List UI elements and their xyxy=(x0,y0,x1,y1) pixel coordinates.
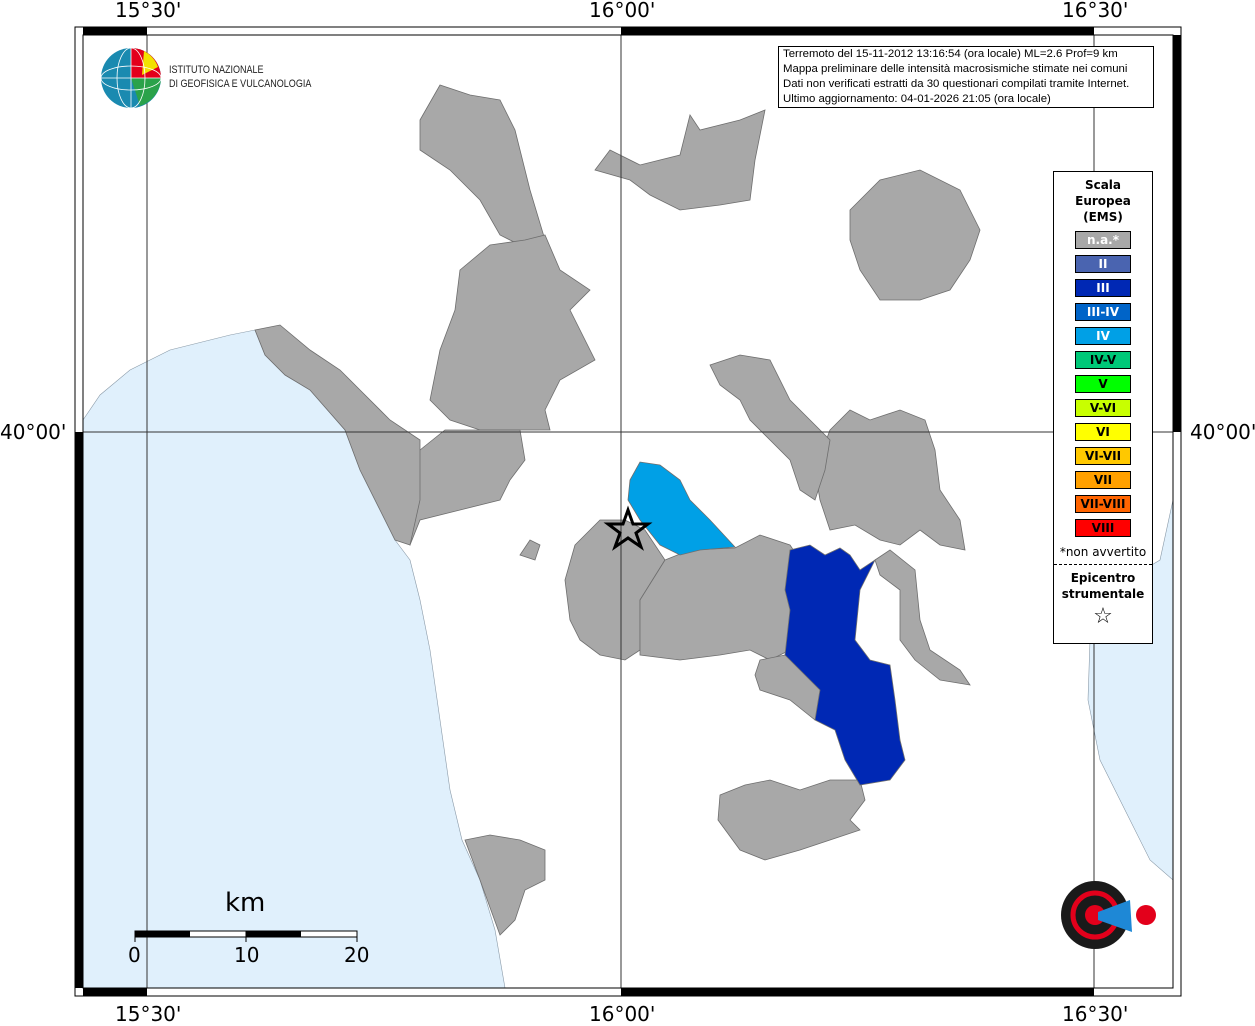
lon-label-bottom: 16°00' xyxy=(589,1002,656,1026)
lon-label-bottom: 15°30' xyxy=(115,1002,182,1026)
legend-swatch-vi: VI xyxy=(1075,423,1131,441)
legend-title-line: Europea xyxy=(1075,194,1131,208)
epicentre-star-icon xyxy=(603,505,653,551)
event-info-line: Mappa preliminare delle intensità macros… xyxy=(783,63,1128,75)
legend-epicentre-line: strumentale xyxy=(1061,587,1145,601)
municipality xyxy=(717,779,866,861)
event-info-line: Dati non verificati estratti da 30 quest… xyxy=(783,78,1130,90)
legend-swatch-iv-v: IV-V xyxy=(1075,351,1131,369)
event-info-line: Ultimo aggiornamento: 04-01-2026 21:05 (… xyxy=(783,93,1051,105)
municipality xyxy=(519,539,541,561)
lat-label-left: 40°00' xyxy=(0,420,67,444)
legend-swatch-viii: VIII xyxy=(1075,519,1131,537)
municipality-intensity-iv xyxy=(627,461,736,556)
lat-label-right: 40°00' xyxy=(1190,420,1255,444)
legend-note: *non avvertito xyxy=(1059,545,1147,559)
municipality xyxy=(594,109,766,211)
ingv-logo-globe xyxy=(100,47,162,109)
municipality xyxy=(874,549,971,686)
ingv-name-line: DI GEOFISICA E VULCANOLOGIA xyxy=(169,78,312,90)
scale-tick-label: 10 xyxy=(234,943,260,967)
scale-bar xyxy=(134,930,358,942)
municipality xyxy=(709,354,831,501)
intensity-legend: Scala Europea (EMS) n.a.* II III III-IV IV IV… xyxy=(1053,171,1153,644)
map-frame xyxy=(74,26,1182,997)
legend-swatch-v-vi: V-VI xyxy=(1075,399,1131,417)
event-info-box: Terremoto del 15-11-2012 13:16:54 (ora l… xyxy=(778,46,1154,108)
municipality xyxy=(849,169,981,301)
event-info-line: Terremoto del 15-11-2012 13:16:54 (ora l… xyxy=(783,48,1118,60)
municipality xyxy=(254,324,421,546)
legend-divider xyxy=(1054,564,1152,565)
scale-tick-label: 0 xyxy=(128,943,141,967)
legend-swatch-ii: II xyxy=(1075,255,1131,273)
municipality-intensity-iii xyxy=(784,544,906,786)
legend-swatch-vi-vii: VI-VII xyxy=(1075,447,1131,465)
legend-swatch-iii-iv: III-IV xyxy=(1075,303,1131,321)
municipality xyxy=(429,234,596,431)
hsit-logo xyxy=(1061,881,1156,949)
legend-title-line: (EMS) xyxy=(1083,210,1123,224)
ingv-name-line: ISTITUTO NAZIONALE xyxy=(169,64,264,76)
lon-label-top: 16°30' xyxy=(1062,0,1129,22)
ingv-logo-text: ISTITUTO NAZIONALE DI GEOFISICA E VULCAN… xyxy=(169,63,311,91)
legend-swatch-vii: VII xyxy=(1075,471,1131,489)
lon-label-top: 16°00' xyxy=(589,0,656,22)
legend-swatch-iv: IV xyxy=(1075,327,1131,345)
scale-tick-label: 20 xyxy=(344,943,370,967)
scale-unit: km xyxy=(225,888,266,918)
municipality xyxy=(814,409,966,551)
lon-label-bottom: 16°30' xyxy=(1062,1002,1129,1026)
legend-swatch-vii-viii: VII-VIII xyxy=(1075,495,1131,513)
lon-label-top: 15°30' xyxy=(115,0,182,22)
star-icon: ☆ xyxy=(1093,604,1113,629)
legend-epicentre-label: Epicentro strumentale xyxy=(1054,570,1152,602)
legend-title: Scala Europea (EMS) xyxy=(1054,177,1152,225)
legend-swatch-v: V xyxy=(1075,375,1131,393)
legend-swatch-na: n.a.* xyxy=(1075,231,1131,249)
legend-title-line: Scala xyxy=(1084,178,1122,192)
municipality xyxy=(464,834,546,936)
legend-epicentre-line: Epicentro xyxy=(1070,571,1136,585)
legend-swatch-iii: III xyxy=(1075,279,1131,297)
